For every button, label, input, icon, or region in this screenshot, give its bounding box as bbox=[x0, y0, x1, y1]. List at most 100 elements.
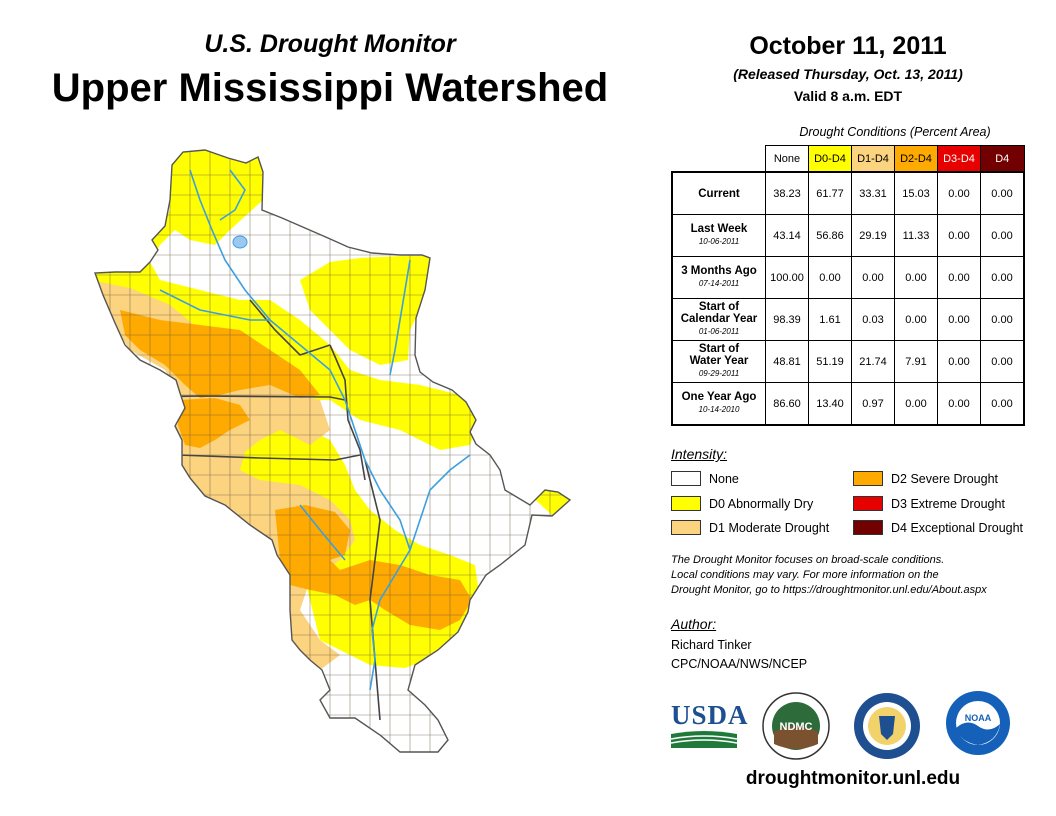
table-cell: 51.19 bbox=[808, 340, 852, 383]
col-d0-d4: D0-D4 bbox=[808, 145, 852, 173]
table-cell: 13.40 bbox=[808, 382, 852, 426]
col-d1-d4: D1-D4 bbox=[851, 145, 895, 173]
table-cell: 33.31 bbox=[851, 171, 895, 215]
table-cell: 0.00 bbox=[894, 382, 938, 426]
ndmc-logo: NDMC bbox=[762, 692, 830, 760]
table-row: 3 Months Ago 07-14-2011 100.00 0.00 0.00 0.00… bbox=[671, 256, 1025, 299]
table-cell: 0.00 bbox=[980, 382, 1025, 426]
table-cell: 0.00 bbox=[894, 298, 938, 341]
legend-label: D2 Severe Drought bbox=[891, 471, 999, 486]
legend-title: Intensity: bbox=[671, 446, 728, 462]
row-date: 10-06-2011 bbox=[698, 237, 740, 246]
map-date: October 11, 2011 bbox=[749, 32, 947, 60]
table-cell: 56.86 bbox=[808, 214, 852, 257]
row-label: One Year Ago 10-14-2010 bbox=[671, 382, 766, 426]
table-row: One Year Ago 10-14-2010 86.60 13.40 0.97 0.00… bbox=[671, 382, 1025, 426]
basin-outline bbox=[94, 149, 572, 753]
mississippi-river bbox=[189, 169, 411, 691]
table-body: Current 38.23 61.77 33.31 15.03 0.00 0.00 Last … bbox=[671, 171, 1025, 426]
table-cell: 0.00 bbox=[937, 340, 981, 383]
table-row: Last Week 10-06-2011 43.14 56.86 29.19 11.33 0… bbox=[671, 214, 1025, 257]
legend-swatch bbox=[853, 496, 883, 511]
table-cell: 0.00 bbox=[980, 256, 1025, 299]
legend-label: D3 Extreme Drought bbox=[891, 496, 1005, 511]
row-label: Current bbox=[671, 171, 766, 215]
drought-stats-table: None D0-D4 D1-D4 D2-D4 D3-D4 D4 Current 3… bbox=[671, 145, 1025, 426]
legend-swatch bbox=[671, 496, 701, 511]
legend-swatch bbox=[853, 520, 883, 535]
table-header-row: None D0-D4 D1-D4 D2-D4 D3-D4 D4 bbox=[672, 145, 1025, 173]
table-cell: 0.00 bbox=[851, 256, 895, 299]
row-label-line: Calendar Year bbox=[680, 313, 758, 325]
legend-label: D0 Abnormally Dry bbox=[709, 496, 814, 511]
legend-swatch bbox=[671, 471, 701, 486]
table-cell: 0.00 bbox=[937, 256, 981, 299]
row-label: 3 Months Ago 07-14-2011 bbox=[671, 256, 766, 299]
table-cell: 0.03 bbox=[851, 298, 895, 341]
table-corner bbox=[672, 145, 766, 173]
table-cell: 0.00 bbox=[808, 256, 852, 299]
noaa-logo: NOAA bbox=[946, 691, 1010, 755]
row-label-line: Start of bbox=[698, 301, 740, 313]
table-cell: 0.00 bbox=[980, 214, 1025, 257]
col-d2-d4: D2-D4 bbox=[894, 145, 938, 173]
row-label-line: 3 Months Ago bbox=[681, 265, 757, 277]
table-cell: 0.00 bbox=[894, 256, 938, 299]
legend-item-d3: D3 Extreme Drought bbox=[853, 496, 1005, 511]
table-cell: 0.00 bbox=[980, 298, 1025, 341]
table-cell: 0.00 bbox=[980, 171, 1025, 215]
website-link[interactable]: droughtmonitor.unl.edu bbox=[745, 768, 961, 789]
usda-logo: USDA bbox=[671, 700, 749, 748]
rivers bbox=[159, 169, 471, 691]
table-cell: 43.14 bbox=[765, 214, 809, 257]
author-org: CPC/NOAA/NWS/NCEP bbox=[671, 657, 808, 671]
legend-item-d4: D4 Exceptional Drought bbox=[853, 520, 1023, 535]
legend-label: D4 Exceptional Drought bbox=[891, 520, 1024, 535]
usda-logo-graphic bbox=[671, 731, 737, 748]
legend-swatch bbox=[671, 520, 701, 535]
table-cell: 7.91 bbox=[894, 340, 938, 383]
row-label-line: Last Week bbox=[690, 223, 748, 235]
table-cell: 29.19 bbox=[851, 214, 895, 257]
table-row: Current 38.23 61.77 33.31 15.03 0.00 0.00 bbox=[671, 171, 1025, 215]
legend-item-none: None bbox=[671, 471, 739, 486]
row-date: 07-14-2011 bbox=[698, 279, 740, 288]
table-cell: 100.00 bbox=[765, 256, 809, 299]
table-cell: 0.00 bbox=[937, 171, 981, 215]
table-cell: 15.03 bbox=[894, 171, 938, 215]
doc-seal-logo bbox=[854, 693, 920, 759]
table-cell: 0.00 bbox=[937, 382, 981, 426]
map-d2-southwest bbox=[178, 398, 250, 448]
map-d0-north bbox=[95, 150, 480, 450]
table-cell: 61.77 bbox=[808, 171, 852, 215]
table-cell: 0.00 bbox=[937, 298, 981, 341]
row-label-line: Water Year bbox=[689, 355, 749, 367]
disclaimer-note: The Drought Monitor focuses on broad-sca… bbox=[671, 553, 1041, 598]
table-cell: 0.00 bbox=[937, 214, 981, 257]
ndmc-logo-text: NDMC bbox=[780, 721, 813, 733]
table-cell: 11.33 bbox=[894, 214, 938, 257]
row-label-line: Current bbox=[698, 187, 740, 200]
table-cell: 1.61 bbox=[808, 298, 852, 341]
note-line: Local conditions may vary. For more info… bbox=[671, 569, 939, 581]
row-label: Start of Water Year 09-29-2011 bbox=[671, 340, 766, 383]
col-d4: D4 bbox=[980, 145, 1025, 173]
note-line: Drought Monitor, go to https://droughtmo… bbox=[671, 584, 987, 596]
table-row: Start of Water Year 09-29-2011 48.81 51.19 21… bbox=[671, 340, 1025, 383]
drought-map bbox=[94, 149, 572, 753]
valid-time: Valid 8 a.m. EDT bbox=[793, 88, 903, 104]
release-date: (Released Thursday, Oct. 13, 2011) bbox=[733, 66, 963, 82]
usda-logo-text: USDA bbox=[671, 700, 749, 730]
table-cell: 98.39 bbox=[765, 298, 809, 341]
table-cell: 0.00 bbox=[980, 340, 1025, 383]
col-d3-d4: D3-D4 bbox=[937, 145, 981, 173]
note-line: The Drought Monitor focuses on broad-sca… bbox=[671, 554, 945, 566]
map-subtitle: U.S. Drought Monitor bbox=[204, 30, 456, 58]
table-caption: Drought Conditions (Percent Area) bbox=[799, 125, 991, 139]
lake bbox=[232, 235, 248, 249]
map-title: Upper Mississippi Watershed bbox=[51, 66, 609, 110]
author-label: Author: bbox=[671, 616, 717, 632]
table-cell: 21.74 bbox=[851, 340, 895, 383]
legend-item-d0: D0 Abnormally Dry bbox=[671, 496, 813, 511]
table-cell: 86.60 bbox=[765, 382, 809, 426]
